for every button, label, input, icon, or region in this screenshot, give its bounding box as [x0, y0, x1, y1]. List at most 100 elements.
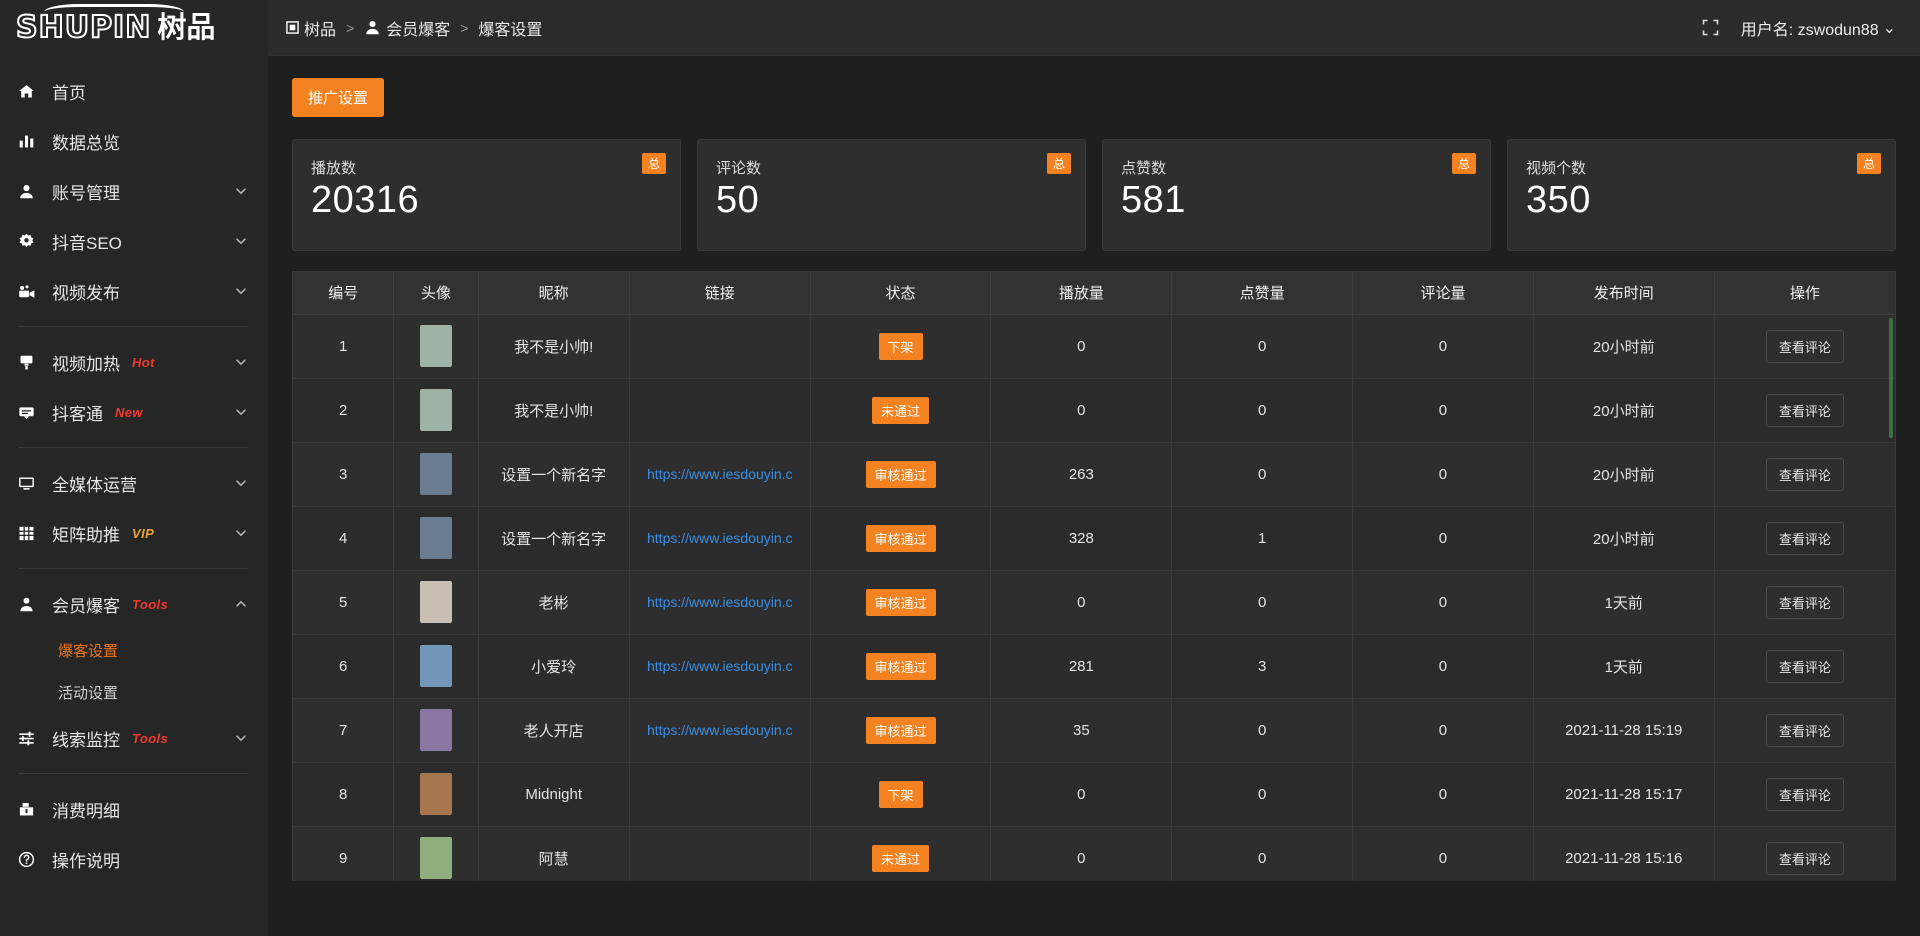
cell-comments: 0	[1352, 698, 1534, 763]
video-link[interactable]: https://www.iesdouyin.c	[647, 466, 793, 482]
sidebar-item-5[interactable]: 视频加热 Hot	[0, 337, 268, 387]
column-header-3: 链接	[629, 272, 811, 315]
view-comments-button[interactable]: 查看评论	[1765, 713, 1844, 747]
sidebar-item-11[interactable]: 消费明细	[0, 784, 268, 834]
status-badge[interactable]: 未通过	[872, 844, 930, 872]
cell-id: 5	[293, 570, 395, 635]
user-icon	[364, 19, 381, 36]
cell-status: 审核通过	[810, 634, 992, 699]
cell-avatar	[393, 314, 479, 379]
brand-logo[interactable]: SHUPIN 树品	[0, 0, 268, 56]
gear-icon	[18, 233, 44, 250]
cell-plays: 35	[990, 698, 1173, 763]
status-badge[interactable]: 下架	[878, 780, 923, 808]
view-comments-button[interactable]: 查看评论	[1765, 841, 1844, 875]
cell-time: 20小时前	[1533, 378, 1715, 443]
breadcrumb-item-1[interactable]: 会员爆客	[364, 16, 450, 40]
sidebar-item-label: 消费明细	[52, 801, 120, 821]
chevron-down-icon[interactable]	[234, 526, 248, 540]
view-comments-button[interactable]: 查看评论	[1765, 585, 1844, 619]
breadcrumb: 树品 > 会员爆客 > 爆客设置	[286, 16, 542, 40]
cell-link	[629, 314, 811, 379]
wallet-icon	[18, 801, 44, 818]
status-badge[interactable]: 审核通过	[865, 588, 936, 616]
sidebar-subitem-1[interactable]: 活动设置	[0, 671, 268, 713]
chevron-down-icon[interactable]	[234, 476, 248, 490]
cell-nick: 小爱玲	[478, 634, 630, 699]
sidebar-item-2[interactable]: 账号管理	[0, 166, 268, 216]
cell-comments: 0	[1352, 762, 1534, 827]
cell-comments: 0	[1352, 506, 1534, 571]
cell-id: 8	[293, 762, 395, 827]
status-badge[interactable]: 未通过	[872, 396, 930, 424]
view-comments-button[interactable]: 查看评论	[1765, 329, 1844, 363]
sidebar-item-7[interactable]: 全媒体运营	[0, 458, 268, 508]
cell-nick: Midnight	[478, 762, 630, 827]
status-badge[interactable]: 审核通过	[865, 716, 936, 744]
table-row: 6 小爱玲 https://www.iesdouyin.c 审核通过 281 3 0 1天前 查…	[293, 634, 1895, 699]
chevron-up-icon[interactable]	[234, 597, 248, 611]
chevron-down-icon: ⌄	[1882, 19, 1896, 37]
user-menu[interactable]: 用户名: zswodun88 ⌄	[1741, 16, 1896, 40]
view-comments-button[interactable]: 查看评论	[1765, 457, 1844, 491]
breadcrumb-item-0[interactable]: 树品	[286, 16, 336, 40]
chevron-down-icon[interactable]	[234, 284, 248, 298]
status-badge[interactable]: 审核通过	[865, 652, 936, 680]
cell-avatar	[393, 442, 479, 507]
fullscreen-icon[interactable]	[1702, 19, 1719, 36]
view-comments-button[interactable]: 查看评论	[1765, 777, 1844, 811]
video-link[interactable]: https://www.iesdouyin.c	[647, 722, 793, 738]
sidebar-subitem-label: 爆客设置	[58, 642, 119, 660]
video-link[interactable]: https://www.iesdouyin.c	[647, 658, 793, 674]
chat-icon	[18, 404, 44, 421]
sidebar-item-4[interactable]: 视频发布	[0, 266, 268, 316]
cell-id: 3	[293, 442, 395, 507]
cell-link: https://www.iesdouyin.c	[629, 634, 811, 699]
cell-status: 审核通过	[810, 442, 992, 507]
sidebar-item-0[interactable]: 首页	[0, 66, 268, 116]
promote-settings-button[interactable]: 推广设置	[292, 78, 385, 117]
view-comments-button[interactable]: 查看评论	[1765, 649, 1844, 683]
stat-card-value: 20316	[311, 179, 420, 221]
sidebar-item-8[interactable]: 矩阵助推 VIP	[0, 508, 268, 558]
member-icon	[18, 596, 44, 613]
grid-icon	[18, 525, 44, 542]
status-badge[interactable]: 下架	[878, 332, 923, 360]
avatar	[419, 517, 452, 559]
video-link[interactable]: https://www.iesdouyin.c	[647, 594, 793, 610]
sidebar-nav: 首页 数据总览 账号管理 抖音SEO 视频发布视频加热 Hot 抖客通 New 全媒体运营 矩阵助…	[0, 56, 268, 936]
status-badge[interactable]: 审核通过	[865, 524, 936, 552]
chevron-down-icon[interactable]	[234, 731, 248, 745]
breadcrumb-label: 树品	[304, 21, 337, 39]
chevron-down-icon[interactable]	[234, 184, 248, 198]
column-header-1: 头像	[393, 272, 479, 315]
monitor-icon	[18, 475, 44, 492]
column-header-8: 发布时间	[1533, 272, 1715, 315]
avatar	[419, 581, 452, 623]
sidebar-item-6[interactable]: 抖客通 New	[0, 387, 268, 437]
cell-comments: 0	[1352, 314, 1534, 379]
cell-status: 下架	[810, 314, 992, 379]
view-comments-button[interactable]: 查看评论	[1765, 521, 1844, 555]
view-comments-button[interactable]: 查看评论	[1765, 393, 1844, 427]
sidebar-item-9[interactable]: 会员爆客 Tools	[0, 579, 268, 629]
cell-link: https://www.iesdouyin.c	[629, 570, 811, 635]
chevron-down-icon[interactable]	[234, 234, 248, 248]
chevron-down-icon[interactable]	[234, 355, 248, 369]
table-row: 4 设置一个新名字 https://www.iesdouyin.c 审核通过 328 1 0…	[293, 506, 1895, 571]
cell-plays: 281	[990, 634, 1173, 699]
video-link[interactable]: https://www.iesdouyin.c	[647, 530, 793, 546]
chevron-down-icon[interactable]	[234, 405, 248, 419]
cell-avatar	[393, 570, 479, 635]
cell-nick: 设置一个新名字	[478, 442, 630, 507]
sidebar-subitem-label: 活动设置	[58, 684, 119, 702]
rocket-icon	[18, 354, 44, 371]
sidebar-item-10[interactable]: 线索监控 Tools	[0, 713, 268, 763]
sidebar-item-12[interactable]: 操作说明	[0, 834, 268, 884]
sidebar-item-1[interactable]: 数据总览	[0, 116, 268, 166]
status-badge[interactable]: 审核通过	[865, 460, 936, 488]
vertical-scrollbar[interactable]	[1889, 318, 1893, 438]
sidebar-subitem-0[interactable]: 爆客设置	[0, 629, 268, 671]
cell-action: 查看评论	[1714, 506, 1895, 571]
sidebar-item-3[interactable]: 抖音SEO	[0, 216, 268, 266]
